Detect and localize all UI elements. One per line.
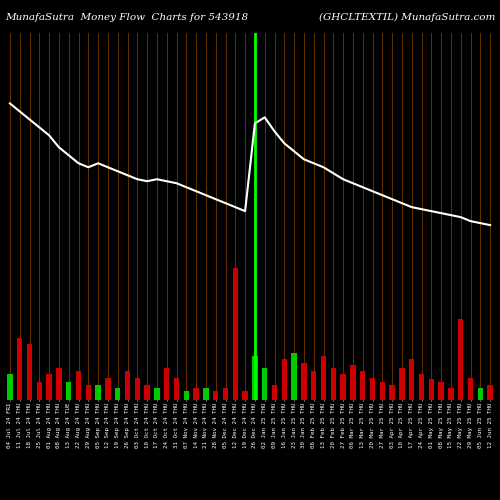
Bar <box>242 391 248 400</box>
Bar <box>350 364 356 400</box>
Bar <box>144 386 150 400</box>
Bar <box>27 344 32 400</box>
Bar <box>360 370 366 400</box>
Bar <box>321 356 326 400</box>
Bar <box>46 374 52 400</box>
Bar <box>86 386 91 400</box>
Bar <box>330 368 336 400</box>
Bar <box>184 391 189 400</box>
Bar <box>115 388 120 400</box>
Bar <box>282 359 287 400</box>
Bar <box>399 368 404 400</box>
Bar <box>164 368 170 400</box>
Bar <box>370 378 375 400</box>
Bar <box>154 388 160 400</box>
Text: MunafaSutra  Money Flow  Charts for 543918: MunafaSutra Money Flow Charts for 543918 <box>5 12 248 22</box>
Bar <box>419 374 424 400</box>
Bar <box>458 319 464 400</box>
Bar <box>7 374 12 400</box>
Bar <box>409 359 414 400</box>
Bar <box>66 382 71 400</box>
Bar <box>272 386 277 400</box>
Bar <box>380 382 385 400</box>
Bar <box>96 386 101 400</box>
Bar <box>174 378 179 400</box>
Bar <box>36 382 42 400</box>
Bar <box>438 382 444 400</box>
Bar <box>232 268 238 400</box>
Bar <box>194 388 199 400</box>
Bar <box>292 353 297 400</box>
Text: (GHCLTEXTIL) MunafaSutra.com: (GHCLTEXTIL) MunafaSutra.com <box>318 12 495 22</box>
Bar <box>105 378 110 400</box>
Bar <box>390 386 395 400</box>
Bar <box>76 370 81 400</box>
Bar <box>134 378 140 400</box>
Bar <box>213 391 218 400</box>
Bar <box>301 363 306 400</box>
Bar <box>448 388 454 400</box>
Bar <box>262 368 268 400</box>
Bar <box>488 386 493 400</box>
Bar <box>56 368 62 400</box>
Bar <box>428 380 434 400</box>
Bar <box>311 370 316 400</box>
Bar <box>125 370 130 400</box>
Bar <box>468 378 473 400</box>
Bar <box>223 388 228 400</box>
Bar <box>340 374 346 400</box>
Bar <box>203 388 208 400</box>
Bar <box>478 388 483 400</box>
Bar <box>17 338 22 400</box>
Bar <box>252 356 258 400</box>
